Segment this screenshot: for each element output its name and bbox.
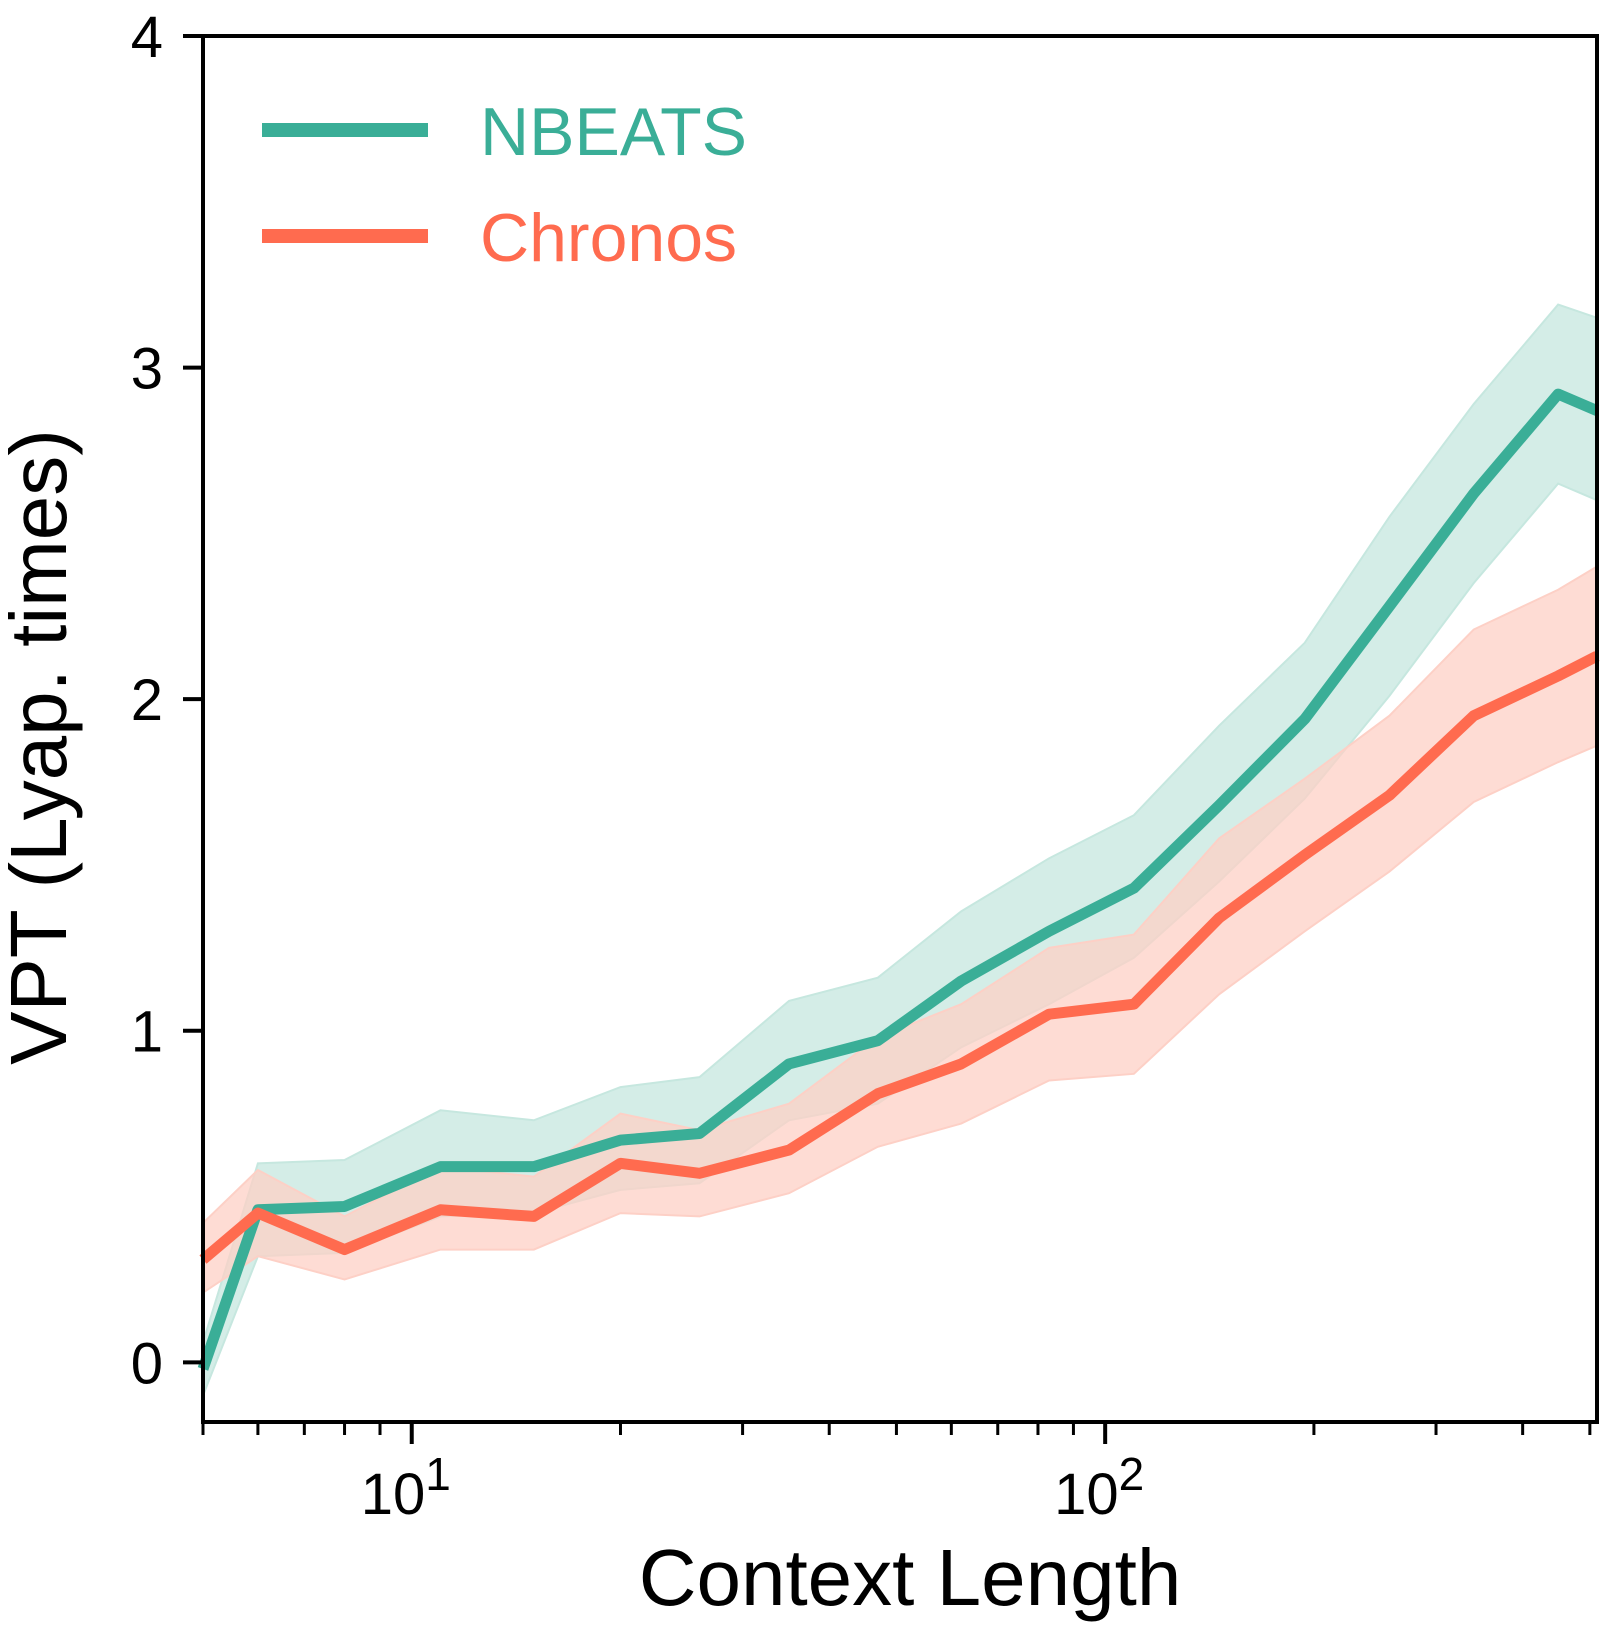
- y-tick-label: 1: [131, 1000, 163, 1065]
- series-lines: [197, 388, 1600, 1371]
- y-tick-label: 4: [131, 5, 163, 70]
- y-tick-label: 2: [131, 668, 163, 733]
- legend: NBEATS Chronos: [262, 94, 747, 276]
- y-tick-label: 0: [131, 1331, 163, 1396]
- plot-frame: [201, 34, 1599, 1424]
- y-axis-title: VPT (Lyap. times): [0, 429, 83, 1065]
- x-tick-label: 101: [361, 1448, 451, 1527]
- x-axis-title: Context Length: [639, 1533, 1182, 1622]
- line-chronos: [199, 651, 1600, 1264]
- legend-label-chronos: Chronos: [480, 200, 737, 276]
- confidence-bands: [202, 303, 1598, 1396]
- x-tick-label: 102: [1054, 1448, 1144, 1527]
- x-axis: 101 102: [201, 1422, 1592, 1527]
- y-tick-label: 3: [131, 337, 163, 402]
- legend-label-nbeats: NBEATS: [480, 94, 747, 170]
- line-nbeats: [197, 388, 1600, 1371]
- y-axis: 0 1 2 3 4: [131, 5, 203, 1396]
